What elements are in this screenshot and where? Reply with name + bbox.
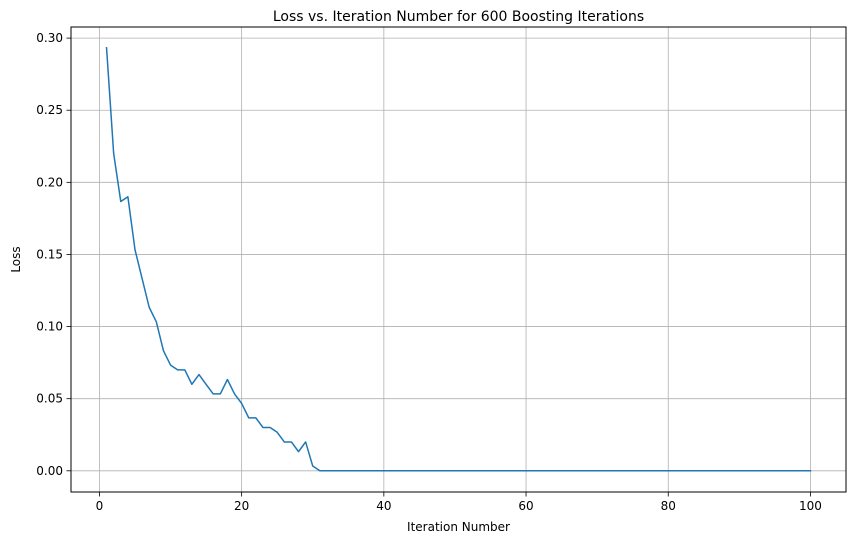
grid-lines [71, 27, 846, 492]
y-axis-label: Loss [9, 246, 23, 272]
x-tick-label: 80 [661, 499, 676, 513]
x-tick-label: 60 [518, 499, 533, 513]
y-tick-label: 0.20 [36, 175, 63, 189]
chart-title: Loss vs. Iteration Number for 600 Boosti… [273, 9, 644, 25]
x-tick-label: 20 [234, 499, 249, 513]
y-tick-label: 0.05 [36, 392, 63, 406]
x-axis-label: Iteration Number [407, 520, 510, 534]
y-tick-label: 0.10 [36, 320, 63, 334]
loss-series-line [105, 46, 812, 472]
x-tick-label: 0 [96, 499, 104, 513]
x-tick-label: 40 [376, 499, 391, 513]
y-tick-label: 0.00 [36, 464, 63, 478]
x-tick-label: 100 [799, 499, 822, 513]
x-axis-ticks: 0 20 40 60 80 100 [96, 492, 822, 513]
series-layer [105, 46, 812, 472]
y-tick-label: 0.25 [36, 103, 63, 117]
y-tick-label: 0.15 [36, 247, 63, 261]
y-tick-label: 0.30 [36, 31, 63, 45]
plot-area-frame [70, 26, 847, 493]
y-axis-ticks: 0.00 0.05 0.10 0.15 0.20 0.25 0.30 [36, 31, 71, 478]
